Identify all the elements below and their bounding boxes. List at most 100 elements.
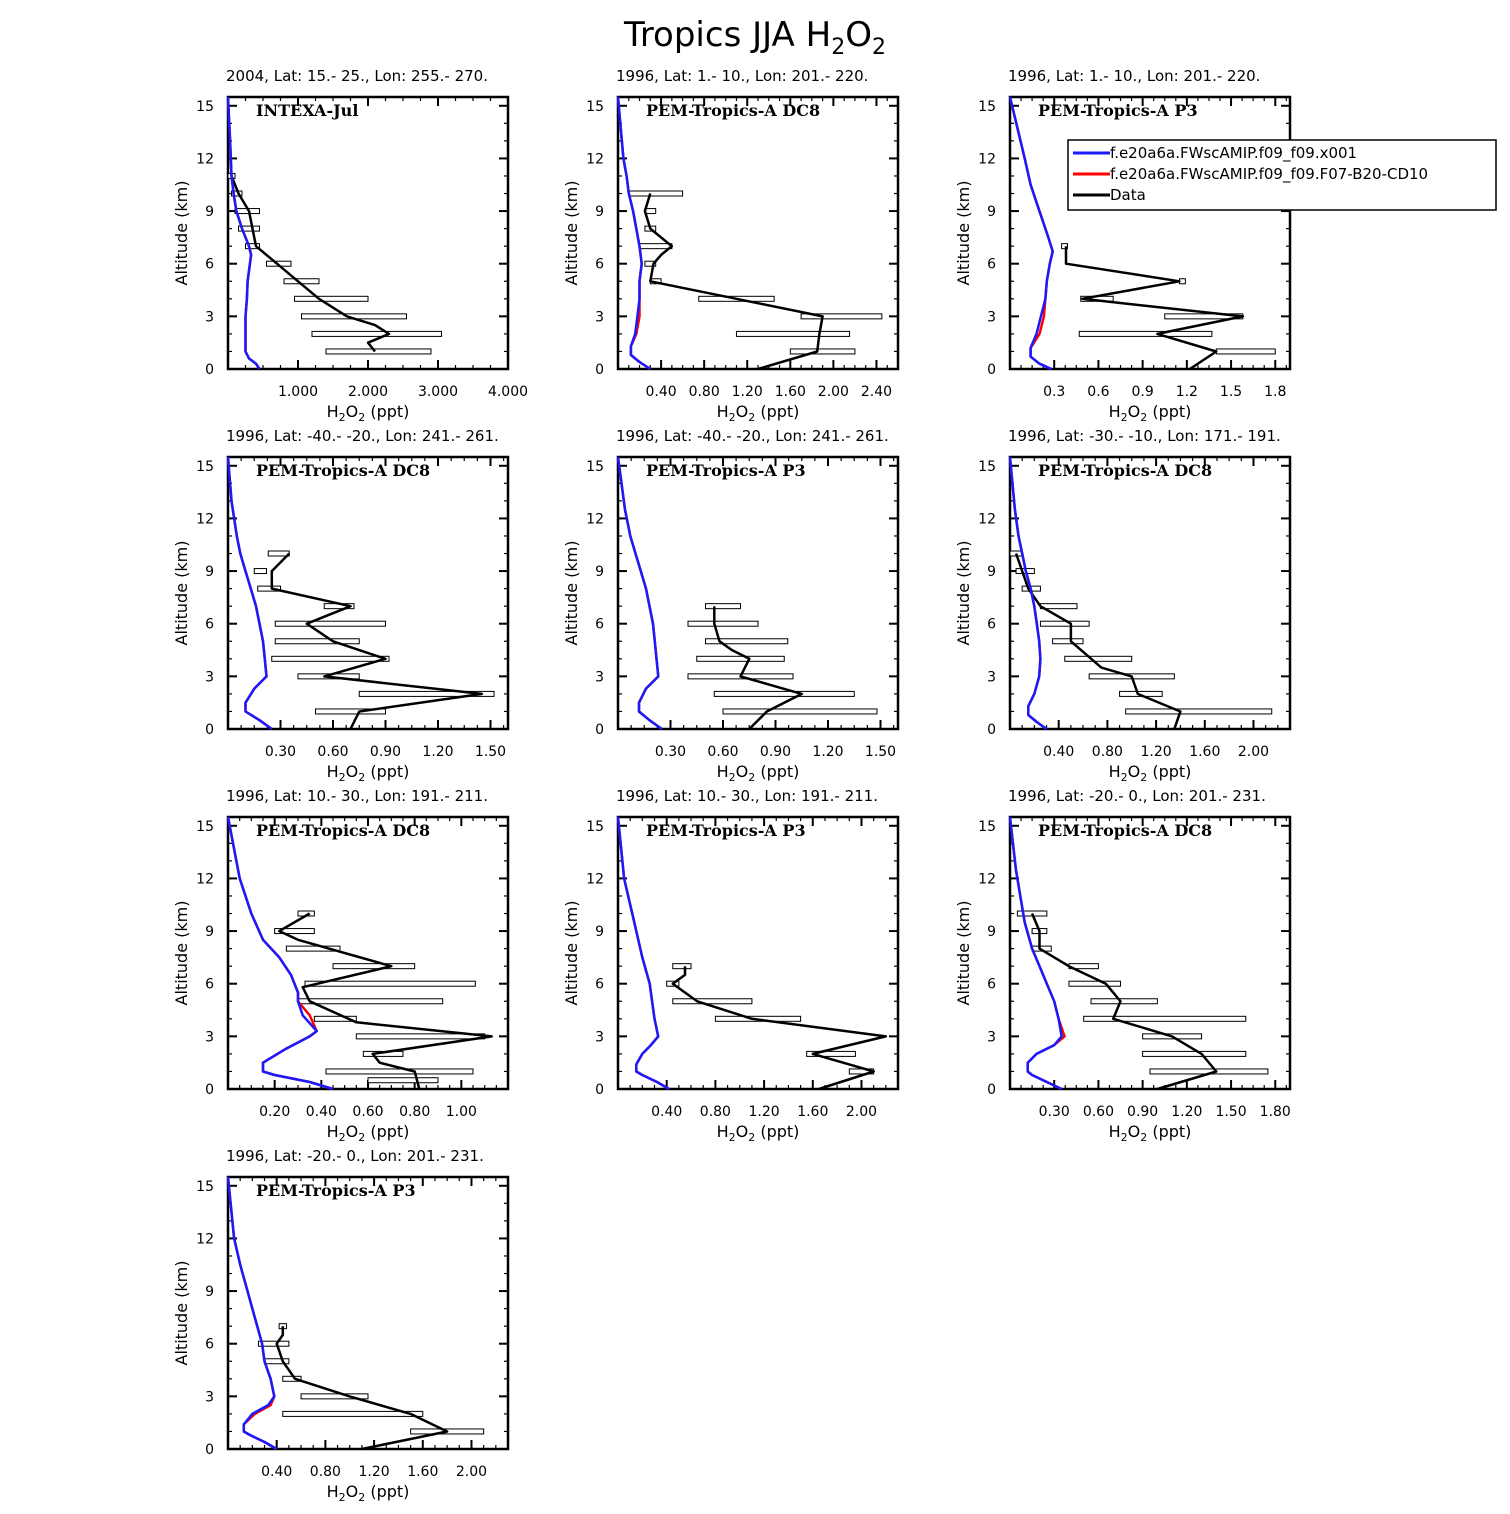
panel-4: 1996, Lat: -40.- -20., Lon: 241.- 261. 0.… xyxy=(172,427,510,784)
model2-profile-line xyxy=(616,816,670,1091)
y-tick-label: 15 xyxy=(196,459,214,475)
x-tick-label: 0.80 xyxy=(700,1104,731,1120)
y-tick-label: 12 xyxy=(196,151,214,167)
panel-7: 1996, Lat: 10.- 30., Lon: 191.- 211. 0.20… xyxy=(172,787,510,1144)
x-axis-label-part: O xyxy=(346,402,359,421)
y-tick-label: 3 xyxy=(595,669,604,685)
y-tick-label: 3 xyxy=(987,669,996,685)
x-tick-label: 0.9 xyxy=(1131,384,1153,400)
campaign-label: PEM-Tropics-A DC8 xyxy=(256,461,430,480)
data-range-box xyxy=(672,998,753,1005)
y-tick-label: 15 xyxy=(586,459,604,475)
y-tick-label: 9 xyxy=(987,924,996,940)
panel-header: 1996, Lat: 10.- 30., Lon: 191.- 211. xyxy=(226,787,488,805)
panel-header: 1996, Lat: -40.- -20., Lon: 241.- 261. xyxy=(616,427,889,445)
campaign-label: PEM-Tropics-A P3 xyxy=(1038,101,1198,120)
y-tick-label: 3 xyxy=(205,669,214,685)
data-profile-line xyxy=(1064,246,1245,371)
data-range-box xyxy=(1068,980,1122,987)
data-range-box xyxy=(1039,603,1078,610)
panel-header: 1996, Lat: -40.- -20., Lon: 241.- 261. xyxy=(226,427,499,445)
plot-frame xyxy=(1008,815,1292,1091)
x-tick-label: 0.80 xyxy=(399,1104,430,1120)
data-range-box xyxy=(1061,243,1068,250)
data-range-box xyxy=(257,585,281,592)
data-range-box xyxy=(705,603,741,610)
panel-6: 1996, Lat: -30.- -10., Lon: 171.- 191. 0.… xyxy=(954,427,1292,784)
x-tick-label: 0.3 xyxy=(1043,384,1065,400)
x-axis-label-part: O xyxy=(736,762,749,781)
data-range-box xyxy=(245,243,260,250)
figure-title-sub1: 2 xyxy=(831,35,845,60)
x-tick-label: 0.60 xyxy=(1083,1104,1114,1120)
data-range-box xyxy=(274,638,360,645)
y-tick-label: 12 xyxy=(586,151,604,167)
y-tick-label: 3 xyxy=(205,309,214,325)
y-tick-label: 6 xyxy=(595,617,604,633)
data-profile-line xyxy=(270,552,484,730)
y-tick-label: 15 xyxy=(196,1179,214,1195)
campaign-label: PEM-Tropics-A P3 xyxy=(646,461,806,480)
x-tick-label: 2.00 xyxy=(846,1104,877,1120)
legend-label-model2: f.e20a6a.FWscAMIP.f09_f09.F07-B20-CD10 xyxy=(1110,165,1428,184)
legend: f.e20a6a.FWscAMIP.f09_f09.x001 f.e20a6a.… xyxy=(1067,139,1497,211)
x-axis-label-part: (ppt) xyxy=(1147,762,1191,781)
x-tick-label: 0.80 xyxy=(1092,744,1123,760)
model1-profile-line xyxy=(1008,816,1063,1091)
x-axis-label-part: (ppt) xyxy=(755,1122,799,1141)
y-tick-label: 3 xyxy=(987,309,996,325)
x-tick-label: 1.20 xyxy=(749,1104,780,1120)
data-range-box xyxy=(274,928,315,935)
x-axis-label-part: 2 xyxy=(1140,1131,1147,1144)
data-range-box xyxy=(325,348,432,355)
legend-label-model1: f.e20a6a.FWscAMIP.f09_f09.x001 xyxy=(1110,144,1357,163)
y-tick-label: 15 xyxy=(978,99,996,115)
data-range-box xyxy=(705,638,789,645)
y-tick-label: 9 xyxy=(205,924,214,940)
x-axis-label-part: H xyxy=(327,762,339,781)
panels: 2004, Lat: 15.- 25., Lon: 255.- 270. 1.00… xyxy=(172,67,1292,1504)
y-tick-label: 6 xyxy=(205,617,214,633)
y-tick-label: 6 xyxy=(205,977,214,993)
x-axis-label-part: (ppt) xyxy=(755,762,799,781)
x-axis-label-part: H xyxy=(1109,402,1121,421)
x-axis-label-part: 2 xyxy=(358,1131,365,1144)
x-axis-label-part: H xyxy=(717,762,729,781)
model1-profile-line xyxy=(1008,96,1054,371)
y-axis-label: Altitude (km) xyxy=(954,901,973,1006)
x-tick-label: 0.40 xyxy=(1043,744,1074,760)
y-tick-label: 0 xyxy=(205,1082,214,1098)
data-range-box xyxy=(806,1050,856,1057)
x-tick-label: 1.60 xyxy=(775,384,806,400)
panel-header: 1996, Lat: 10.- 30., Lon: 191.- 211. xyxy=(616,787,878,805)
x-axis-label-part: (ppt) xyxy=(365,1482,409,1501)
x-axis-label: H2O2 (ppt) xyxy=(1109,762,1192,784)
x-axis-label-part: (ppt) xyxy=(1147,1122,1191,1141)
x-axis-label-part: O xyxy=(1128,402,1141,421)
x-tick-label: 1.20 xyxy=(732,384,763,400)
y-tick-label: 3 xyxy=(595,1029,604,1045)
x-axis-label: H2O2 (ppt) xyxy=(717,402,800,424)
model1-profile-line xyxy=(226,456,273,731)
model2-profile-line xyxy=(616,96,651,371)
data-profile-line xyxy=(1014,553,1182,730)
x-axis-label-part: 2 xyxy=(339,1131,346,1144)
x-tick-label: 0.40 xyxy=(306,1104,337,1120)
y-tick-label: 15 xyxy=(978,819,996,835)
x-tick-label: 1.20 xyxy=(1141,744,1172,760)
legend-box xyxy=(1067,139,1497,211)
x-tick-label: 0.40 xyxy=(645,384,676,400)
x-tick-label: 0.20 xyxy=(259,1104,290,1120)
data-range-box xyxy=(735,330,851,337)
x-axis-label: H2O2 (ppt) xyxy=(327,762,410,784)
data-range-box xyxy=(315,708,386,715)
x-tick-label: 1.20 xyxy=(422,744,453,760)
data-profile-line xyxy=(671,966,888,1091)
plot-frame xyxy=(1008,95,1292,371)
x-axis-label-part: (ppt) xyxy=(365,402,409,421)
x-tick-label: 0.30 xyxy=(1039,1104,1070,1120)
x-axis-label-part: 2 xyxy=(358,1491,365,1504)
x-axis-label-part: (ppt) xyxy=(365,1122,409,1141)
panel-2: 1996, Lat: 1.- 10., Lon: 201.- 220. 0.40 0… xyxy=(562,67,900,424)
data-range-box xyxy=(1078,330,1213,337)
